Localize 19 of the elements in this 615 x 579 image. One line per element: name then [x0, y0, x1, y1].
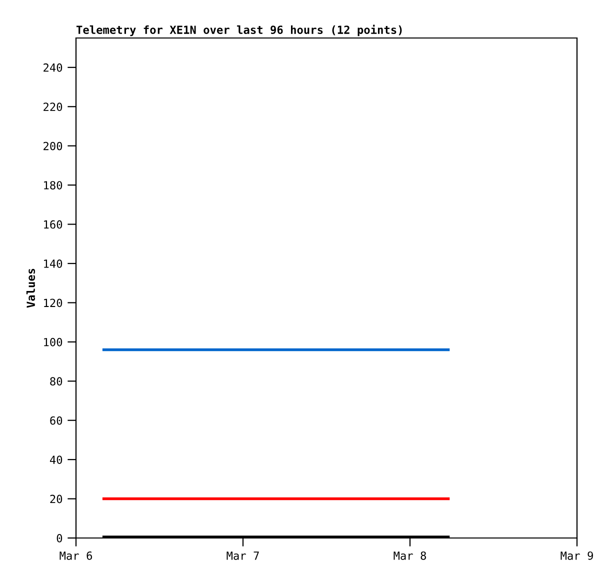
y-tick-label: 100 — [44, 338, 62, 346]
y-tick-label: 120 — [44, 298, 62, 308]
y-tick-label: 140 — [44, 259, 62, 268]
y-tick-label: 220 — [44, 102, 62, 112]
y-tick-label: 20 — [50, 494, 62, 504]
y-tick-label: 40 — [50, 456, 62, 464]
x-tick-label: Mar 6 — [60, 551, 92, 560]
y-axis-title: Values — [26, 268, 36, 308]
y-tick-label: 0 — [56, 534, 62, 542]
x-tick-label: Mar 8 — [394, 551, 426, 560]
y-tick-label: 180 — [44, 181, 62, 190]
y-tick-label: 80 — [50, 377, 62, 386]
y-tick-label: 60 — [50, 416, 62, 425]
x-tick-label: Mar 7 — [226, 552, 259, 560]
chart-title: Telemetry for XE1N over last 96 hours (12 points) — [76, 24, 402, 36]
x-tick-label: Mar 9 — [560, 551, 593, 560]
y-tick-label: 240 — [44, 63, 62, 72]
y-tick-label: 200 — [44, 142, 62, 150]
y-tick-label: 160 — [44, 220, 62, 229]
